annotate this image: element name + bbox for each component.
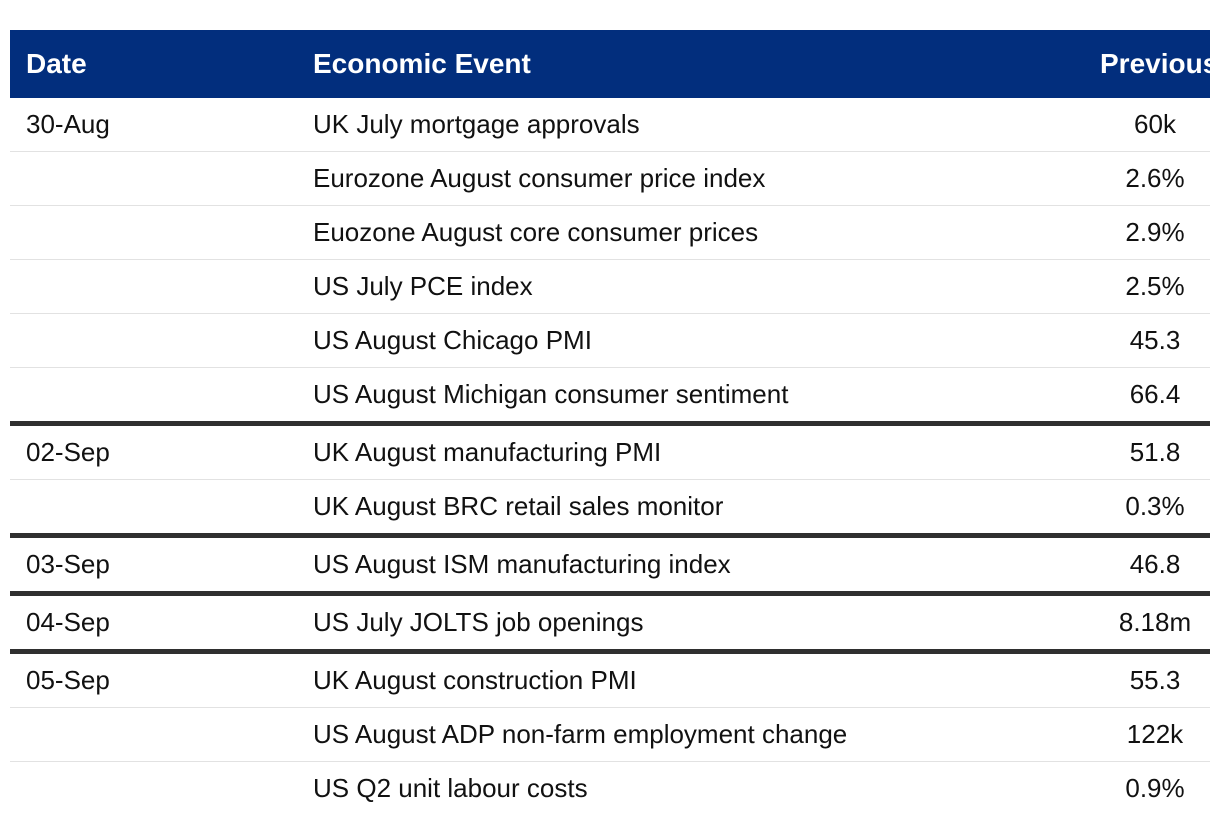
header-previous: Previous <box>1100 30 1218 98</box>
date-cell: 02-Sep <box>10 423 297 480</box>
date-cell: 03-Sep <box>10 535 297 596</box>
date-cell <box>10 707 297 762</box>
date-cell <box>10 205 297 260</box>
date-cell <box>10 151 297 206</box>
table-header: Date Economic Event Previous <box>10 30 1218 98</box>
table-body: 30-Aug UK July mortgage approvals 60k Eu… <box>10 98 1210 815</box>
economic-calendar: Date Economic Event Previous 30-Aug UK J… <box>10 30 1218 815</box>
table-row: 04-Sep US July JOLTS job openings 8.18m <box>10 593 1210 654</box>
previous-cell: 2.6% <box>1100 151 1210 206</box>
table-row: 03-Sep US August ISM manufacturing index… <box>10 535 1210 596</box>
table-row: US August Chicago PMI 45.3 <box>10 313 1210 368</box>
event-cell: Euozone August core consumer prices <box>297 205 1100 260</box>
event-cell: US August Michigan consumer sentiment <box>297 367 1100 426</box>
economic-calendar-table: Date Economic Event Previous 30-Aug UK J… <box>10 30 1218 815</box>
previous-cell: 55.3 <box>1100 651 1210 708</box>
previous-cell: 45.3 <box>1100 313 1210 368</box>
table-row: UK August BRC retail sales monitor 0.3% <box>10 479 1210 538</box>
previous-cell: 2.9% <box>1100 205 1210 260</box>
event-cell: US July JOLTS job openings <box>297 593 1100 654</box>
event-cell: US Q2 unit labour costs <box>313 773 588 803</box>
date-cell: 04-Sep <box>10 593 297 654</box>
table-row: 05-Sep UK August construction PMI 55.3 <box>10 651 1210 708</box>
date-cell <box>10 479 297 538</box>
event-cell: US August ADP non-farm employment change <box>297 707 1100 762</box>
event-cell: UK July mortgage approvals <box>297 98 1100 152</box>
date-cell: 05-Sep <box>10 651 297 708</box>
date-cell <box>10 259 297 314</box>
previous-cell: 60k <box>1100 98 1210 152</box>
event-cell: US August ISM manufacturing index <box>297 535 1100 596</box>
event-cell: UK August manufacturing PMI <box>297 423 1100 480</box>
table-row: US August Michigan consumer sentiment 66… <box>10 367 1210 426</box>
previous-cell: 0.9% <box>1125 773 1185 803</box>
header-date: Date <box>10 30 297 98</box>
event-cell: US August Chicago PMI <box>297 313 1100 368</box>
table-row: 30-Aug UK July mortgage approvals 60k <box>10 98 1210 152</box>
previous-cell: 51.8 <box>1100 423 1210 480</box>
previous-cell: 8.18m <box>1100 593 1210 654</box>
date-cell <box>10 762 297 816</box>
header-economic-event: Economic Event <box>297 30 1100 98</box>
date-cell <box>10 313 297 368</box>
table-row: Euozone August core consumer prices 2.9% <box>10 205 1210 260</box>
previous-cell: 122k <box>1100 707 1210 762</box>
previous-cell: 0.3% <box>1100 479 1210 538</box>
header-row: Date Economic Event Previous <box>10 30 1218 98</box>
previous-cell: 2.5% <box>1100 259 1210 314</box>
table-row: Eurozone August consumer price index 2.6… <box>10 151 1210 206</box>
date-cell <box>10 367 297 426</box>
event-cell: UK August BRC retail sales monitor <box>297 479 1100 538</box>
event-cell: US July PCE index <box>297 259 1100 314</box>
table-row: US Q2 unit labour costs 0.9% <box>10 762 1210 816</box>
table-row: US August ADP non-farm employment change… <box>10 707 1210 762</box>
date-cell: 30-Aug <box>10 98 297 152</box>
table-row: US July PCE index 2.5% <box>10 259 1210 314</box>
event-cell: UK August construction PMI <box>297 651 1100 708</box>
previous-cell: 66.4 <box>1100 367 1210 426</box>
previous-cell: 46.8 <box>1100 535 1210 596</box>
event-cell: Eurozone August consumer price index <box>297 151 1100 206</box>
table-row: 02-Sep UK August manufacturing PMI 51.8 <box>10 423 1210 480</box>
